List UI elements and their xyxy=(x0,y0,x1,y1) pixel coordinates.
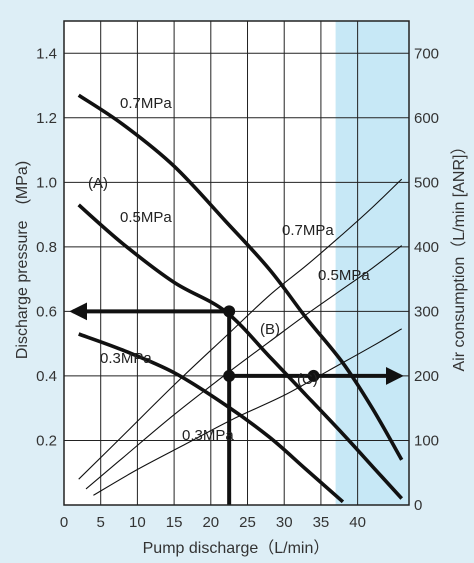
y2-axis-label: Air consumption（L/min [ANR]） xyxy=(450,139,468,372)
y2-tick-label: 400 xyxy=(414,239,439,256)
y2-tick-label: 100 xyxy=(414,432,439,449)
performance-curve xyxy=(77,93,404,461)
operating-point-marker xyxy=(223,369,236,382)
air-consumption-curve xyxy=(85,245,403,490)
y-tick-label: 1.4 xyxy=(36,45,57,62)
y-tick-label: 1.0 xyxy=(36,174,57,191)
annotation-0.7mpa-performance: 0.7MPa xyxy=(120,95,172,112)
y-tick-label: 1.2 xyxy=(36,110,57,127)
annotation-0.5mpa-performance: 0.5MPa xyxy=(120,209,172,226)
x-tick-label: 10 xyxy=(129,514,146,531)
x-axis-label: Pump discharge（L/min） xyxy=(143,539,330,557)
x-tick-label: 30 xyxy=(276,514,293,531)
x-tick-label: 20 xyxy=(202,514,219,531)
operating-point-C xyxy=(307,369,320,382)
y-tick-label: 0.2 xyxy=(36,432,57,449)
x-tick-label: 40 xyxy=(349,514,366,531)
y2-tick-label: 500 xyxy=(414,174,439,191)
annotation-A: (A) xyxy=(88,175,108,192)
x-tick-label: 25 xyxy=(239,514,256,531)
annotation-0.3mpa-performance: 0.3MPa xyxy=(100,350,152,367)
annotation-0.7mpa-air: 0.7MPa xyxy=(282,222,334,239)
annotation-C: (C) xyxy=(297,371,318,388)
y-tick-label: 0.8 xyxy=(36,239,57,256)
annotation-0.5mpa-air: 0.5MPa xyxy=(318,267,370,284)
air-consumption-curve xyxy=(93,328,402,496)
highlight-band xyxy=(335,21,409,505)
y-axis-label: Discharge pressure (MPa) xyxy=(14,161,31,359)
x-tick-label: 15 xyxy=(166,514,183,531)
plot-frame xyxy=(63,20,410,506)
y-tick-label: 0.6 xyxy=(36,303,57,320)
x-tick-label: 5 xyxy=(97,514,105,531)
operating-point-B xyxy=(223,305,236,318)
y2-tick-label: 0 xyxy=(414,497,422,514)
annotation-B: (B) xyxy=(260,321,280,338)
y2-tick-label: 200 xyxy=(414,368,439,385)
y2-tick-label: 300 xyxy=(414,303,439,320)
y2-tick-label: 600 xyxy=(414,110,439,127)
annotation-0.3mpa-air: 0.3MPa xyxy=(182,427,234,444)
x-tick-label: 35 xyxy=(313,514,330,531)
performance-curve xyxy=(78,332,345,504)
x-tick-label: 0 xyxy=(60,514,68,531)
performance-curve xyxy=(77,203,404,500)
air-consumption-curve xyxy=(78,178,403,480)
y-tick-label: 0.4 xyxy=(36,368,57,385)
y2-tick-label: 700 xyxy=(414,45,439,62)
